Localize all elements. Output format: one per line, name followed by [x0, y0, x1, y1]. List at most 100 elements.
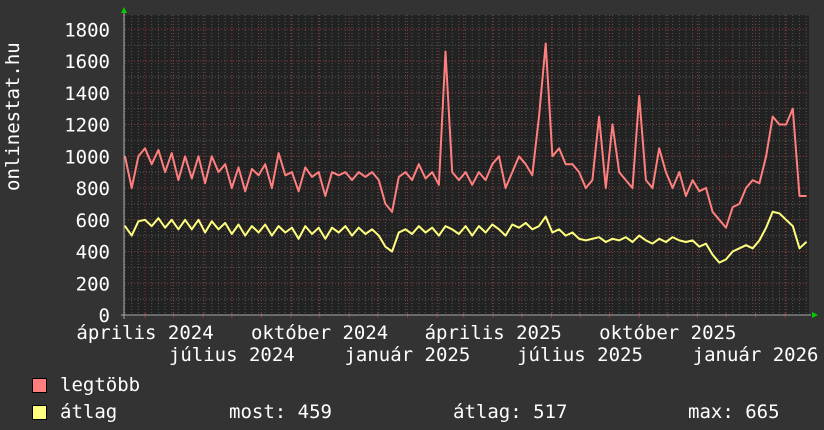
data-point	[758, 239, 761, 242]
stat-average: átlag: 517	[453, 401, 568, 423]
data-point	[765, 226, 767, 229]
data-point	[190, 177, 193, 180]
data-point	[224, 222, 226, 224]
data-point	[678, 171, 681, 173]
data-point	[391, 211, 393, 213]
data-point	[464, 171, 467, 173]
data-point	[184, 218, 186, 221]
data-point	[184, 155, 186, 158]
data-point	[471, 184, 474, 186]
data-point	[197, 218, 200, 221]
data-point	[518, 226, 520, 229]
data-point	[705, 242, 707, 245]
data-point	[384, 203, 387, 205]
data-point	[645, 179, 647, 181]
data-point	[518, 155, 520, 158]
data-point	[558, 228, 560, 231]
data-point	[785, 123, 787, 126]
data-point	[164, 171, 166, 173]
x-tick-label: január 2025	[344, 344, 470, 366]
data-point	[798, 247, 801, 250]
data-point	[524, 222, 527, 224]
data-point	[524, 163, 527, 166]
data-point	[618, 171, 620, 173]
data-point	[498, 155, 500, 158]
data-point	[424, 177, 427, 180]
data-point	[211, 220, 213, 223]
data-point	[751, 179, 754, 181]
data-point	[731, 206, 734, 208]
data-point	[625, 236, 627, 239]
data-point	[691, 239, 694, 242]
data-point	[638, 95, 640, 97]
data-point	[698, 245, 701, 248]
data-point	[531, 174, 534, 177]
data-point	[491, 223, 494, 226]
data-point	[578, 171, 580, 173]
y-tick-label: 1600	[64, 51, 110, 73]
data-point	[444, 50, 447, 53]
data-point	[665, 241, 667, 243]
data-point	[698, 190, 701, 192]
data-point	[217, 171, 220, 173]
data-point	[244, 234, 247, 237]
legend-swatch-legtobb	[32, 378, 47, 393]
data-point	[651, 242, 654, 245]
data-point	[431, 226, 433, 229]
data-point	[478, 225, 480, 227]
data-point	[391, 250, 393, 253]
data-point	[251, 168, 253, 170]
data-point	[317, 226, 320, 229]
data-point	[618, 239, 620, 242]
data-point	[438, 234, 440, 237]
data-point	[464, 225, 467, 227]
data-point	[144, 147, 146, 150]
data-point	[591, 238, 594, 240]
data-point	[231, 187, 233, 189]
y-tick-label: 1800	[64, 19, 110, 41]
data-point	[371, 228, 373, 231]
x-tick-label: január 2026	[693, 344, 819, 366]
data-point	[197, 155, 200, 158]
data-point	[531, 228, 534, 231]
data-point	[157, 217, 160, 219]
data-point	[377, 179, 380, 181]
data-point	[451, 228, 454, 231]
data-point	[404, 171, 407, 173]
data-point	[751, 247, 754, 250]
data-point	[685, 241, 687, 243]
data-point	[564, 163, 567, 166]
data-point	[277, 225, 280, 227]
data-point	[231, 233, 233, 235]
data-point	[731, 250, 734, 253]
data-point	[645, 239, 647, 242]
data-point	[584, 187, 587, 189]
data-point	[304, 225, 307, 227]
y-tick-label: 400	[76, 242, 110, 264]
x-axis-arrow-icon	[812, 312, 818, 318]
data-point	[685, 195, 687, 197]
data-point	[304, 166, 307, 169]
data-point	[150, 225, 153, 227]
data-point	[564, 234, 567, 237]
data-point	[711, 211, 714, 213]
stat-max: max: 665	[688, 401, 780, 423]
data-point	[758, 182, 761, 185]
data-point	[411, 233, 413, 235]
data-point	[678, 239, 681, 242]
data-point	[778, 123, 781, 126]
data-point	[217, 228, 220, 231]
data-point	[357, 171, 360, 173]
data-point	[371, 171, 373, 173]
data-point	[251, 225, 253, 227]
data-point	[504, 234, 507, 237]
data-point	[578, 238, 580, 240]
y-tick-label: 1400	[64, 83, 110, 105]
data-point	[284, 174, 287, 177]
x-tick-label: július 2024	[169, 344, 295, 366]
data-point	[418, 163, 420, 166]
data-point	[204, 182, 206, 185]
data-point	[124, 225, 126, 227]
data-point	[451, 171, 454, 173]
data-point	[658, 147, 661, 150]
